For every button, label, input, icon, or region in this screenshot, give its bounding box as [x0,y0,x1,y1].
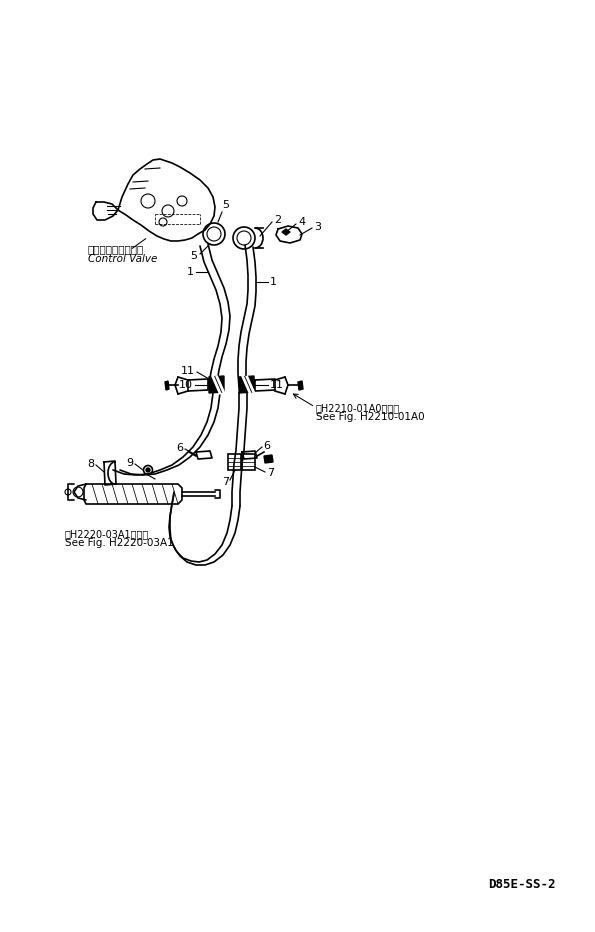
Text: 6: 6 [176,443,183,453]
Text: コントロールバルブ: コントロールバルブ [88,244,144,254]
Text: 5: 5 [190,251,197,261]
Text: 11: 11 [270,380,284,390]
Text: See Fig. H2220-03A1: See Fig. H2220-03A1 [65,538,174,548]
Text: 2: 2 [274,215,281,225]
Text: 1: 1 [187,267,194,277]
Text: 11: 11 [181,366,195,376]
Text: 7: 7 [222,477,229,487]
Polygon shape [282,229,290,235]
Text: 第H2220-03A1図参照: 第H2220-03A1図参照 [65,529,149,539]
Text: 1: 1 [270,277,277,287]
Text: 10: 10 [179,380,193,390]
Text: 7: 7 [267,468,274,478]
Bar [242,454,255,470]
Text: 4: 4 [298,217,305,227]
Polygon shape [264,455,273,463]
Polygon shape [209,376,224,393]
Bar [228,454,241,470]
Polygon shape [239,376,254,393]
Text: 8: 8 [87,459,94,469]
Circle shape [146,468,150,472]
Polygon shape [165,381,169,390]
Text: 3: 3 [314,222,321,232]
Polygon shape [298,381,303,390]
Text: 9: 9 [126,458,133,468]
Text: 6: 6 [263,441,270,451]
Text: Control Valve: Control Valve [88,254,157,264]
Text: See Fig. H2210-01A0: See Fig. H2210-01A0 [316,412,425,422]
Text: D85E-SS-2: D85E-SS-2 [488,878,556,890]
Text: 5: 5 [222,200,229,210]
Text: 第H2210-01A0図参照: 第H2210-01A0図参照 [316,403,400,413]
